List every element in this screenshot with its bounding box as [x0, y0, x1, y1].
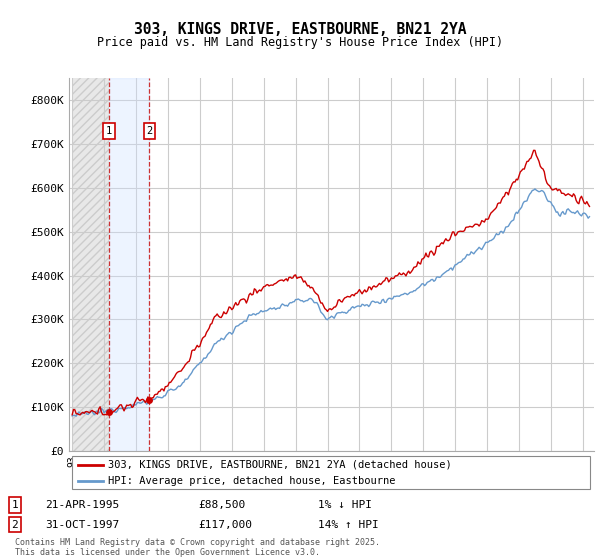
- Text: 1: 1: [11, 500, 19, 510]
- Text: 21-APR-1995: 21-APR-1995: [45, 500, 119, 510]
- Text: 31-OCT-1997: 31-OCT-1997: [45, 520, 119, 530]
- Text: HPI: Average price, detached house, Eastbourne: HPI: Average price, detached house, East…: [109, 475, 396, 486]
- Bar: [109, 78, 149, 451]
- Text: 14% ↑ HPI: 14% ↑ HPI: [318, 520, 379, 530]
- Text: £117,000: £117,000: [198, 520, 252, 530]
- Text: 303, KINGS DRIVE, EASTBOURNE, BN21 2YA (detached house): 303, KINGS DRIVE, EASTBOURNE, BN21 2YA (…: [109, 460, 452, 470]
- Text: 303, KINGS DRIVE, EASTBOURNE, BN21 2YA: 303, KINGS DRIVE, EASTBOURNE, BN21 2YA: [134, 22, 466, 38]
- Text: 1: 1: [106, 126, 112, 136]
- Text: Contains HM Land Registry data © Crown copyright and database right 2025.
This d: Contains HM Land Registry data © Crown c…: [15, 538, 380, 557]
- Text: £88,500: £88,500: [198, 500, 245, 510]
- Text: 2: 2: [146, 126, 152, 136]
- Text: 2: 2: [11, 520, 19, 530]
- Polygon shape: [72, 78, 109, 451]
- FancyBboxPatch shape: [71, 456, 590, 489]
- Text: 1% ↓ HPI: 1% ↓ HPI: [318, 500, 372, 510]
- Text: Price paid vs. HM Land Registry's House Price Index (HPI): Price paid vs. HM Land Registry's House …: [97, 36, 503, 49]
